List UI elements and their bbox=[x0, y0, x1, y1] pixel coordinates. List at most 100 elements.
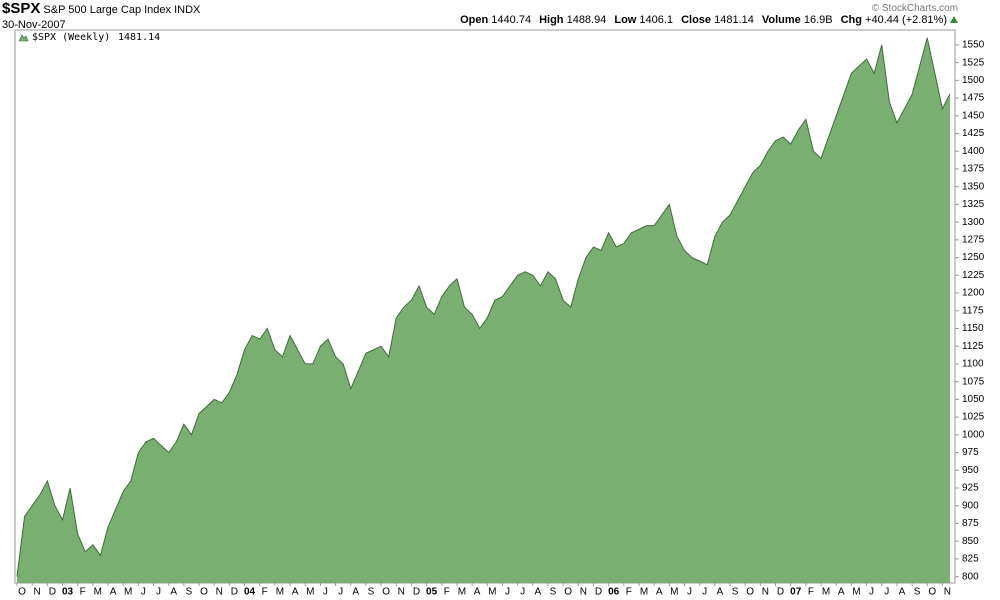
quote-label: High bbox=[539, 14, 564, 26]
y-tick-label: 1500 bbox=[962, 75, 985, 86]
x-tick-label: M bbox=[94, 587, 102, 598]
x-tick-label: M bbox=[852, 587, 860, 598]
change-arrow bbox=[950, 16, 958, 23]
y-tick-label: 1075 bbox=[962, 376, 985, 387]
x-tick-label: F bbox=[80, 587, 86, 598]
quote-label: Open bbox=[460, 14, 489, 26]
y-tick-label: 1475 bbox=[962, 93, 985, 104]
y-tick-label: 1325 bbox=[962, 199, 985, 210]
x-tick-label: M bbox=[670, 587, 678, 598]
x-tick-label: J bbox=[141, 587, 146, 598]
x-tick-label: N bbox=[216, 587, 223, 598]
quote-value: 1481.14 bbox=[714, 14, 754, 26]
x-tick-label: O bbox=[564, 587, 572, 598]
x-tick-label: D bbox=[595, 587, 602, 598]
x-tick-label: 04 bbox=[244, 587, 256, 598]
plot bbox=[16, 37, 951, 584]
exchange: INDX bbox=[174, 4, 201, 16]
quote-label: Volume bbox=[761, 14, 801, 26]
x-tick-label: M bbox=[640, 587, 648, 598]
x-tick-label: M bbox=[306, 587, 314, 598]
legend-label: $SPX (Weekly) bbox=[32, 32, 110, 43]
x-tick-label: J bbox=[520, 587, 525, 598]
y-tick-label: 800 bbox=[962, 571, 979, 582]
y-tick-label: 1025 bbox=[962, 412, 985, 423]
y-tick-label: 1050 bbox=[962, 394, 985, 405]
x-tick-label: N bbox=[762, 587, 769, 598]
quote-value: 1440.74 bbox=[491, 14, 532, 26]
quote-label: Close bbox=[681, 14, 712, 26]
quote-label: Low bbox=[614, 14, 637, 26]
y-tick-label: 950 bbox=[962, 465, 979, 476]
date: 30-Nov-2007 bbox=[2, 19, 66, 31]
quote-value: +40.44 (+2.81%) bbox=[865, 14, 947, 26]
x-tick-label: S bbox=[732, 587, 739, 598]
x-tick-label: S bbox=[368, 587, 375, 598]
y-tick-label: 1450 bbox=[962, 110, 985, 121]
x-tick-label: A bbox=[110, 587, 117, 598]
header: $SPX S&P 500 Large Cap Index INDX 30-Nov… bbox=[2, 1, 200, 33]
x-tick-label: J bbox=[323, 587, 328, 598]
x-tick-label: F bbox=[444, 587, 450, 598]
x-tick-label: A bbox=[292, 587, 299, 598]
x-tick-label: 07 bbox=[790, 587, 802, 598]
x-tick-label: A bbox=[170, 587, 177, 598]
y-tick-label: 1100 bbox=[962, 359, 984, 370]
x-tick-label: A bbox=[717, 587, 724, 598]
x-tick-label: F bbox=[262, 587, 268, 598]
y-tick-label: 1225 bbox=[962, 270, 985, 281]
x-tick-label: O bbox=[928, 587, 936, 598]
x-tick-label: J bbox=[869, 587, 874, 598]
y-tick-label: 1425 bbox=[962, 128, 985, 139]
y-tick-label: 1525 bbox=[962, 57, 985, 68]
index-name: S&P 500 Large Cap Index bbox=[43, 4, 172, 16]
x-tick-label: A bbox=[899, 587, 906, 598]
y-tick-label: 875 bbox=[962, 518, 979, 529]
quote-row: Open 1440.74 High 1488.94 Low 1406.1 Close … bbox=[452, 14, 958, 26]
x-tick-label: M bbox=[822, 587, 830, 598]
x-tick-label: J bbox=[338, 587, 343, 598]
y-tick-label: 1275 bbox=[962, 234, 985, 245]
y-tick-label: 1175 bbox=[962, 305, 984, 316]
x-tick-label: F bbox=[808, 587, 814, 598]
x-tick-label: O bbox=[382, 587, 390, 598]
y-tick-label: 1000 bbox=[962, 429, 985, 440]
symbol: $SPX bbox=[2, 0, 41, 17]
quote-value: 1488.94 bbox=[566, 14, 607, 26]
x-tick-label: J bbox=[505, 587, 510, 598]
quote-value: 16.9B bbox=[803, 14, 833, 26]
x-tick-label: M bbox=[276, 587, 284, 598]
x-tick-label: S bbox=[914, 587, 921, 598]
x-tick-label: A bbox=[474, 587, 481, 598]
y-tick-label: 1150 bbox=[962, 323, 984, 334]
x-tick-label: S bbox=[186, 587, 193, 598]
credit: © StockCharts.com bbox=[871, 3, 958, 14]
x-tick-label: A bbox=[656, 587, 663, 598]
x-tick-label: J bbox=[687, 587, 692, 598]
y-tick-label: 900 bbox=[962, 500, 979, 511]
x-tick-label: 06 bbox=[608, 587, 620, 598]
x-tick-label: D bbox=[777, 587, 784, 598]
x-tick-label: D bbox=[49, 587, 56, 598]
y-tick-label: 1250 bbox=[962, 252, 985, 263]
x-tick-label: N bbox=[944, 587, 951, 598]
x-tick-label: M bbox=[124, 587, 132, 598]
x-tick-label: N bbox=[34, 587, 41, 598]
x-tick-label: M bbox=[458, 587, 466, 598]
x-tick-label: A bbox=[534, 587, 541, 598]
x-tick-label: N bbox=[398, 587, 405, 598]
legend-value: 1481.14 bbox=[118, 32, 160, 43]
price-area bbox=[17, 37, 950, 584]
x-tick-label: M bbox=[488, 587, 496, 598]
x-tick-label: D bbox=[231, 587, 238, 598]
x-tick-label: A bbox=[352, 587, 359, 598]
y-tick-label: 1350 bbox=[962, 181, 985, 192]
x-tick-label: S bbox=[550, 587, 557, 598]
x-tick-label: F bbox=[626, 587, 632, 598]
y-tick-label: 975 bbox=[962, 447, 979, 458]
quote-value: 1406.1 bbox=[639, 14, 674, 26]
x-tick-label: A bbox=[838, 587, 845, 598]
price-line bbox=[16, 37, 951, 577]
y-tick-label: 925 bbox=[962, 483, 979, 494]
